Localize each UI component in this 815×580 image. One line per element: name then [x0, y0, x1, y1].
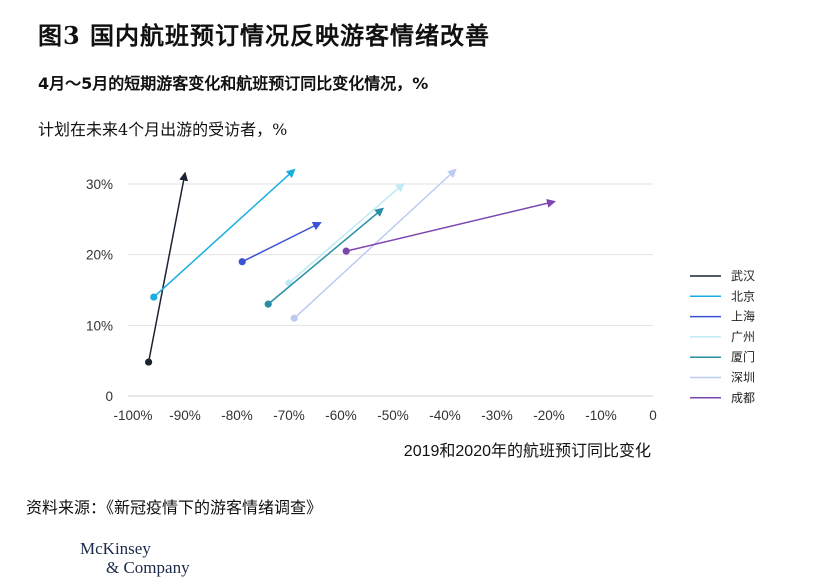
- series-arrow: [147, 171, 189, 363]
- source-note: 资料来源：《新冠疫情下的游客情绪调查》: [26, 498, 323, 517]
- logo-line-1: McKinsey: [80, 539, 151, 558]
- series-arrow: [346, 198, 556, 252]
- x-tick-label: -50%: [377, 408, 409, 423]
- legend-label: 广州: [731, 330, 755, 344]
- x-tick-label: -80%: [221, 408, 253, 423]
- x-tick-label: -100%: [113, 408, 152, 423]
- series-arrow: [267, 207, 384, 305]
- series-arrow: [241, 222, 322, 263]
- figure-title: 图3 国内航班预订情况反映游客情绪改善: [38, 21, 491, 50]
- series-3: [238, 222, 322, 266]
- series-arrow: [153, 168, 296, 298]
- legend-label: 成都: [731, 391, 755, 405]
- grid-lines: [128, 183, 653, 397]
- series-start-point: [150, 293, 158, 301]
- legend-label: 武汉: [731, 269, 755, 283]
- series-start-point: [342, 247, 350, 255]
- x-tick-label: -70%: [273, 408, 305, 423]
- x-tick-label: -40%: [429, 408, 461, 423]
- y-tick-label: 10%: [86, 318, 113, 333]
- x-axis-title: 2019和2020年的航班预订同比变化: [404, 442, 651, 460]
- series-start-point: [238, 258, 246, 266]
- mckinsey-logo: McKinsey & Company: [80, 539, 220, 577]
- series-start-point: [290, 314, 298, 322]
- series-1: [145, 171, 189, 366]
- y-tick-label: 20%: [86, 248, 113, 263]
- series-arrow: [288, 182, 405, 284]
- series-5: [264, 207, 384, 308]
- series-2: [150, 168, 296, 301]
- legend-label: 北京: [731, 289, 755, 303]
- x-tick-label: -90%: [169, 408, 201, 423]
- x-tick-label: -20%: [533, 408, 565, 423]
- legend-label: 厦门: [731, 349, 755, 364]
- y-tick-label: 0: [105, 389, 113, 404]
- x-tick-label: -10%: [585, 408, 617, 423]
- series-7: [342, 198, 556, 255]
- legend-label: 上海: [731, 309, 755, 324]
- series-start-point: [145, 358, 153, 366]
- series-start-point: [264, 300, 272, 308]
- x-tick-label: -60%: [325, 408, 357, 423]
- y-axis-label: 计划在未来4个月出游的受访者，%: [38, 120, 288, 139]
- legend-label: 深圳: [731, 371, 755, 385]
- x-tick-label: 0: [649, 408, 657, 423]
- series-arrows: [145, 168, 556, 366]
- tick-labels: 0 10% 20% 30% -100% -90% -80% -70% -60% -50% -40% -…: [86, 177, 657, 423]
- x-tick-label: -30%: [481, 408, 513, 423]
- figure-subtitle: 4月～5月的短期游客变化和航班预订同比变化情况，%: [38, 74, 429, 93]
- series-6: [290, 168, 457, 322]
- y-tick-label: 30%: [86, 177, 113, 192]
- logo-line-2: & Company: [106, 558, 190, 577]
